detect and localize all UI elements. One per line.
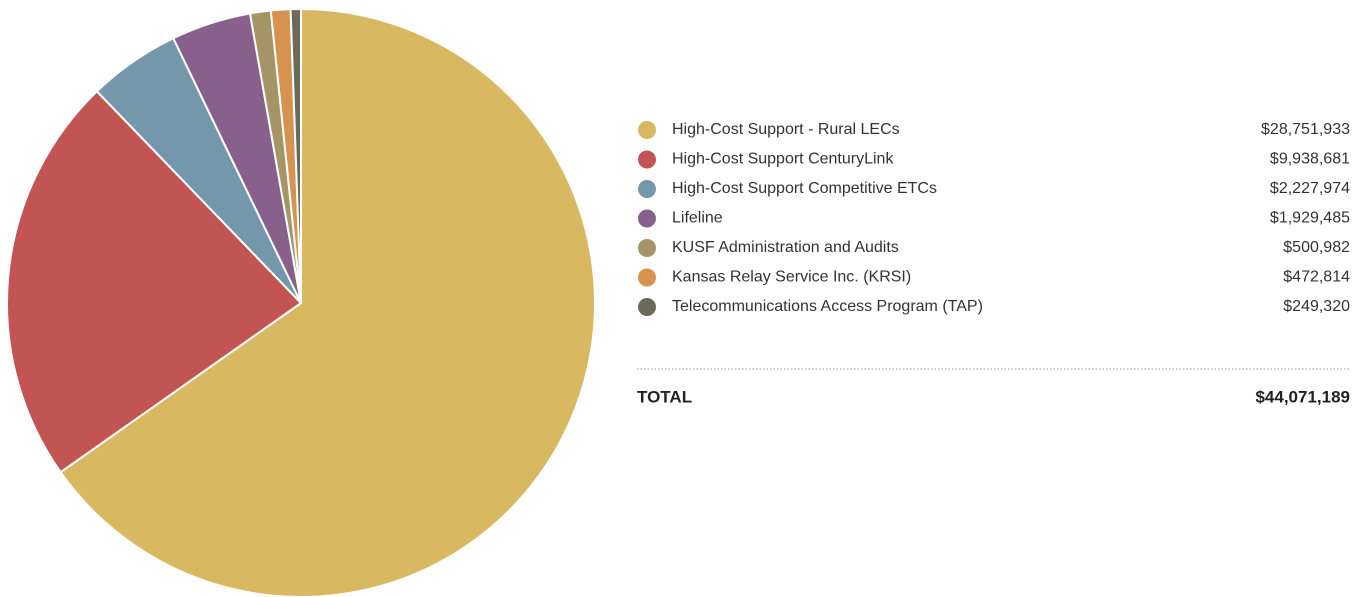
legend-swatch	[638, 239, 656, 257]
legend-label: High-Cost Support - Rural LECs	[672, 121, 900, 138]
legend-swatch	[638, 150, 656, 169]
legend-swatch	[638, 268, 656, 287]
legend-label: High-Cost Support CenturyLink	[672, 151, 894, 168]
total-value: $44,071,189	[1255, 387, 1350, 406]
value-label: $9,938,681	[1270, 151, 1350, 168]
legend-label: Lifeline	[672, 210, 723, 227]
value-label: $2,227,974	[1270, 180, 1350, 197]
legend-label: High-Cost Support Competitive ETCs	[672, 180, 937, 197]
pie-slice	[6, 89, 303, 474]
legend-swatch	[638, 209, 656, 228]
legend-swatch	[638, 180, 656, 198]
legend-label: KUSF Administration and Audits	[672, 239, 899, 256]
value-label: $1,929,485	[1270, 210, 1350, 227]
value-label: $472,814	[1283, 269, 1350, 286]
pie-slice	[59, 7, 596, 597]
legend-label: Telecommunications Access Program (TAP)	[672, 298, 983, 315]
value-label: $500,982	[1283, 239, 1350, 256]
pie-slice	[289, 7, 302, 304]
value-label: $249,320	[1283, 298, 1350, 315]
legend-label: Kansas Relay Service Inc. (KRSI)	[672, 269, 911, 286]
legend-swatch	[638, 298, 656, 316]
value-label: $28,751,933	[1261, 121, 1350, 138]
total-label: TOTAL	[637, 387, 692, 406]
legend-swatch	[638, 121, 656, 139]
